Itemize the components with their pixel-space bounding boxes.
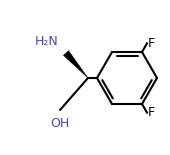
Text: F: F (148, 37, 155, 50)
Text: H₂N: H₂N (34, 35, 58, 48)
Text: F: F (148, 106, 155, 119)
Text: OH: OH (50, 117, 70, 130)
Polygon shape (63, 51, 88, 78)
